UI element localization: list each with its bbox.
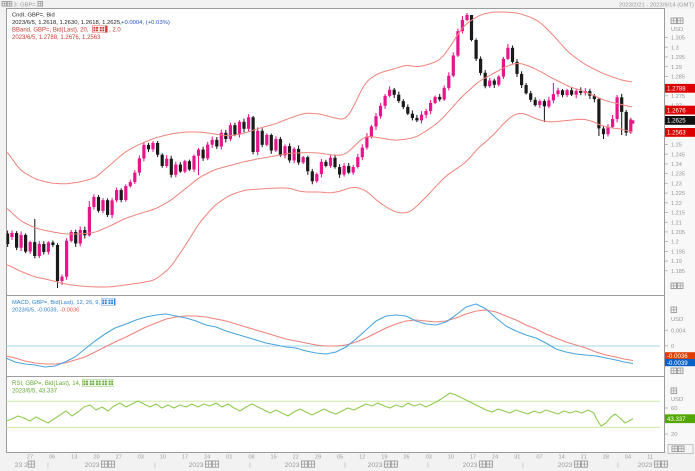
svg-text:03: 03: [426, 454, 432, 460]
svg-text:27: 27: [115, 454, 121, 460]
svg-text:1.245: 1.245: [671, 152, 685, 158]
svg-text:20: 20: [93, 454, 99, 460]
svg-text:2023: 2023: [463, 462, 478, 469]
svg-text:20: 20: [671, 432, 677, 438]
svg-text:43.337: 43.337: [667, 416, 686, 423]
svg-text:1.21: 1.21: [671, 220, 682, 226]
svg-text:06: 06: [49, 454, 55, 460]
svg-text:1.24: 1.24: [671, 162, 682, 168]
svg-text:1.23: 1.23: [671, 181, 682, 187]
svg-text:26: 26: [403, 454, 409, 460]
svg-text:0: 0: [671, 344, 674, 350]
svg-text:|: |: [522, 463, 523, 469]
svg-text:24: 24: [204, 454, 210, 460]
svg-text:2023/6/5, -0.0039,: 2023/6/5, -0.0039,: [12, 307, 59, 313]
svg-text:04: 04: [625, 454, 631, 460]
svg-text:BBand, GBP=, Bid(Last), 20,: BBand, GBP=, Bid(Last), 20,: [12, 27, 89, 33]
svg-text:1.275: 1.275: [671, 94, 685, 100]
svg-text:2023: 2023: [368, 462, 383, 469]
svg-text:1.185: 1.185: [671, 269, 685, 275]
svg-text:1.22: 1.22: [671, 201, 682, 207]
svg-text:27: 27: [27, 454, 33, 460]
svg-text:1.235: 1.235: [671, 172, 685, 178]
svg-text:23 2: 23 2: [15, 462, 28, 469]
svg-text:USD: USD: [671, 397, 683, 403]
svg-text:2023/6/5, 1.2618, 1.2630, 1.26: 2023/6/5, 1.2618, 1.2630, 1.2618, 1.2625…: [12, 20, 122, 26]
svg-text:3: GBP=,: 3: GBP=,: [14, 3, 38, 9]
svg-text:2023: 2023: [189, 462, 204, 469]
svg-text:|: |: [427, 463, 428, 469]
svg-text:10: 10: [160, 454, 166, 460]
svg-text:60: 60: [671, 406, 677, 412]
svg-text:|: |: [344, 463, 345, 469]
svg-text:1.2563: 1.2563: [667, 130, 686, 137]
svg-text:1.205: 1.205: [671, 230, 685, 236]
svg-text:03: 03: [138, 454, 144, 460]
svg-text:1.19: 1.19: [671, 259, 682, 265]
svg-text:1.3: 1.3: [671, 45, 679, 51]
svg-text:12: 12: [359, 454, 365, 460]
svg-text:1.2625: 1.2625: [667, 118, 686, 125]
svg-text:-0.0039: -0.0039: [667, 360, 688, 367]
svg-text:1.285: 1.285: [671, 75, 685, 81]
svg-text:11: 11: [647, 454, 653, 460]
svg-text:13: 13: [71, 454, 77, 460]
svg-text:1.2: 1.2: [671, 240, 679, 246]
svg-text:MACD, GBP=, Bid(Last), 12, 26,: MACD, GBP=, Bid(Last), 12, 26, 9,: [12, 300, 100, 306]
svg-text:1.215: 1.215: [671, 211, 685, 217]
svg-text:2023/6/5, 43.337: 2023/6/5, 43.337: [12, 388, 58, 394]
svg-text:08: 08: [248, 454, 254, 460]
svg-text:24: 24: [492, 454, 498, 460]
svg-text:22: 22: [293, 454, 299, 460]
svg-text:+0.0004, (+0.03%): +0.0004, (+0.03%): [121, 20, 170, 26]
svg-text:1.2676: 1.2676: [667, 107, 686, 114]
svg-text:1.25: 1.25: [671, 143, 682, 149]
svg-text:01: 01: [226, 454, 232, 460]
svg-text:|: |: [47, 463, 48, 469]
svg-text:21: 21: [581, 454, 587, 460]
svg-text:2023: 2023: [285, 462, 300, 469]
svg-text:|: |: [154, 463, 155, 469]
svg-text:05: 05: [337, 454, 343, 460]
svg-text:19: 19: [381, 454, 387, 460]
svg-text:17: 17: [470, 454, 476, 460]
svg-text:1.2788: 1.2788: [667, 86, 686, 93]
svg-text:1.225: 1.225: [671, 191, 685, 197]
svg-text:CndI, GBP=, Bid: CndI, GBP=, Bid: [12, 13, 55, 19]
svg-text:|: |: [617, 463, 618, 469]
svg-text:2023: 2023: [638, 462, 653, 469]
svg-text:USD: USD: [671, 317, 683, 323]
svg-text:1.305: 1.305: [671, 36, 685, 42]
svg-text:17: 17: [182, 454, 188, 460]
svg-text:28: 28: [603, 454, 609, 460]
svg-text:|: |: [249, 463, 250, 469]
svg-text:, 2.0: , 2.0: [109, 27, 121, 33]
svg-text:2023/6/5, 1.2788, 1.2676, 1.25: 2023/6/5, 1.2788, 1.2676, 1.2563: [12, 35, 101, 41]
svg-text:0.004: 0.004: [671, 328, 686, 334]
svg-text:07: 07: [536, 454, 542, 460]
svg-text:1.295: 1.295: [671, 55, 685, 61]
svg-text:10: 10: [448, 454, 454, 460]
svg-text:2023: 2023: [558, 462, 573, 469]
svg-text:1.29: 1.29: [671, 65, 682, 71]
svg-text:31: 31: [514, 454, 520, 460]
svg-text:1.195: 1.195: [671, 250, 685, 256]
svg-text:-0.0036: -0.0036: [60, 307, 79, 313]
svg-text:2023/2/21 - 2023/9/14 (GMT): 2023/2/21 - 2023/9/14 (GMT): [619, 3, 694, 9]
svg-text:14: 14: [558, 454, 564, 460]
svg-text:-0.0036: -0.0036: [667, 353, 688, 360]
svg-text:29: 29: [315, 454, 321, 460]
svg-text:15: 15: [271, 454, 277, 460]
svg-text:RSI, GBP=, Bid(Last), 14,: RSI, GBP=, Bid(Last), 14,: [12, 381, 81, 387]
svg-text:USD: USD: [671, 27, 683, 33]
svg-text:2023: 2023: [85, 462, 100, 469]
